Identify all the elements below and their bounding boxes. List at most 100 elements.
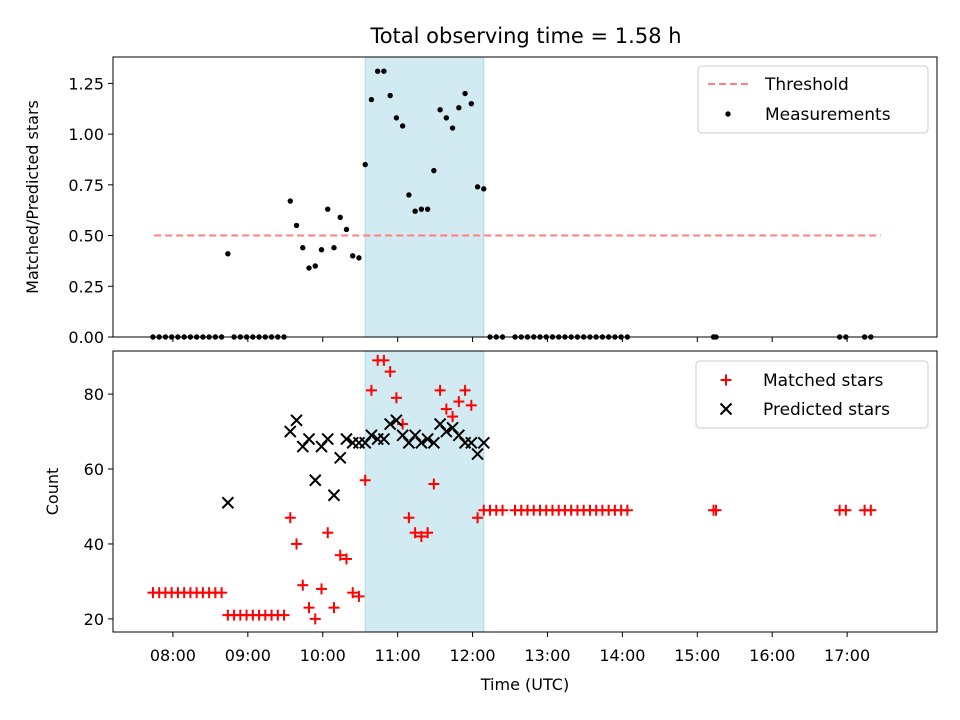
bottom-y-tick-label: 60 <box>84 460 104 479</box>
top-axes: 0.00 0.25 0.50 0.75 1.00 1.25 Matched/Predict… <box>23 56 938 347</box>
top-y-tick-label: 0.00 <box>68 328 104 347</box>
predicted-star-point <box>340 432 353 446</box>
matched-star-point <box>378 354 390 366</box>
matched-star-point <box>465 399 477 411</box>
measurement-point <box>462 90 468 97</box>
measurement-point <box>381 68 387 74</box>
predicted-star-point <box>327 489 341 502</box>
matched-star-point <box>840 504 852 516</box>
top-y-tick-label: 0.75 <box>68 176 104 195</box>
matched-star-point <box>422 527 434 539</box>
measurement-point <box>287 198 293 204</box>
predicted-star-point <box>365 429 378 442</box>
matched-star-point <box>384 366 396 378</box>
matched-star-point <box>340 553 352 565</box>
top-y-tick-label: 0.50 <box>68 227 104 246</box>
top-y-axis-label: Matched/Predicted stars <box>23 100 42 294</box>
predicted-star-point <box>302 432 316 446</box>
measurement-point <box>399 123 406 129</box>
predicted-star-point <box>440 425 453 438</box>
matched-star-point <box>390 392 402 404</box>
measurement-point <box>456 105 462 111</box>
measurement-point <box>481 186 487 192</box>
measurement-point <box>424 206 431 212</box>
legend-measurements-label: Measurements <box>765 105 891 125</box>
matched-star-point <box>409 527 421 539</box>
bottom-y-tick-label: 40 <box>84 535 104 554</box>
x-tick-label: 13:00 <box>524 646 570 665</box>
predicted-star-point <box>427 436 441 450</box>
x-tick-label: 17:00 <box>824 646 870 665</box>
top-axes-frame <box>112 56 938 338</box>
measurement-point <box>449 125 456 131</box>
measurement-point <box>225 251 231 257</box>
measurement-point <box>406 192 412 198</box>
matched-star-point <box>291 538 303 550</box>
measurement-point <box>474 184 481 190</box>
bottom-y-axis-label: Count <box>43 468 62 516</box>
measurement-point <box>431 167 437 174</box>
predicted-star-point <box>352 436 366 450</box>
highlight-span-top <box>364 56 485 338</box>
matched-star-point <box>497 504 509 516</box>
predicted-star-point <box>471 447 484 461</box>
matched-star-point <box>403 512 415 524</box>
legend-matched-label: Matched stars <box>763 371 883 391</box>
matched-star-point <box>472 512 484 524</box>
measurement-point <box>393 115 400 121</box>
matched-star-point <box>216 587 228 599</box>
bottom-legend: Matched stars Predicted stars <box>695 360 929 429</box>
measurement-point <box>412 208 418 214</box>
matched-star-point <box>303 602 315 614</box>
matched-star-point <box>865 504 877 516</box>
x-tick-label: 09:00 <box>225 646 271 665</box>
x-tick-label: 14:00 <box>599 646 645 665</box>
bottom-axes: 20 40 60 80 08:00 09:00 10:00 11:00 12:00 13:00 1… <box>43 350 938 694</box>
matched-star-point <box>440 403 452 415</box>
measurement-point <box>318 247 325 253</box>
bottom-y-tick-label: 20 <box>84 610 104 629</box>
matched-star-point <box>359 474 371 486</box>
top-y-tick-label: 1.00 <box>68 125 104 144</box>
bottom-legend-frame <box>695 360 929 429</box>
bottom-axes-frame <box>112 350 938 633</box>
matched-star-point <box>365 384 377 396</box>
predicted-star-point <box>284 425 297 438</box>
measurement-point <box>331 245 337 251</box>
measurement-point <box>293 222 300 229</box>
measurement-point <box>325 206 331 212</box>
matched-star-point <box>328 602 340 614</box>
matched-star-point <box>322 527 334 539</box>
measurement-point <box>443 115 450 121</box>
chart-title: Total observing time = 1.58 h <box>369 24 681 48</box>
measurement-point <box>368 96 375 103</box>
x-tick-label: 16:00 <box>749 646 795 665</box>
x-tick-label: 12:00 <box>450 646 496 665</box>
matched-star-point <box>434 384 446 396</box>
x-tick-label: 10:00 <box>300 646 346 665</box>
matched-star-point <box>453 396 465 408</box>
matched-star-point <box>415 530 427 542</box>
predicted-star-point <box>415 436 428 450</box>
measurement-point <box>350 253 356 259</box>
matched-star-point <box>309 613 321 625</box>
predicted-star-point <box>377 432 391 446</box>
predicted-star-point <box>321 432 334 446</box>
matched-star-point <box>621 504 633 516</box>
legend-threshold-label: Threshold <box>764 75 849 95</box>
top-legend: Threshold Measurements <box>697 65 929 134</box>
measurement-point <box>300 245 306 251</box>
predicted-star-point <box>421 432 434 446</box>
matched-star-point <box>459 384 471 396</box>
matched-star-point <box>353 590 365 602</box>
matched-star-point <box>428 478 440 490</box>
top-y-tick-label: 1.25 <box>68 74 104 93</box>
predicted-star-point <box>477 436 491 450</box>
predicted-star-point <box>290 414 303 427</box>
matched-star-point <box>278 609 290 621</box>
matched-star-point <box>297 579 309 591</box>
measurement-point <box>387 92 393 99</box>
matched-star-point <box>447 411 459 423</box>
measurement-point <box>343 226 350 233</box>
